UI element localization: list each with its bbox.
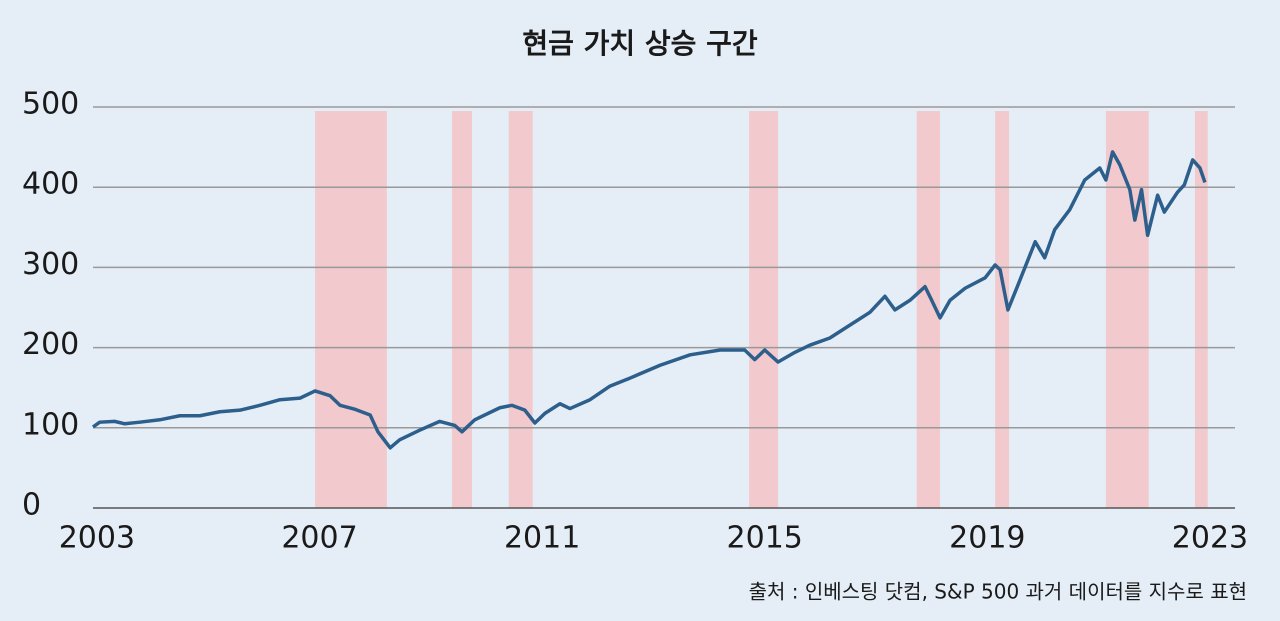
source-note: 출처 : 인베스팅 닷컴, S&P 500 과거 데이터를 지수로 표현 bbox=[749, 580, 1247, 604]
shaded-period bbox=[315, 111, 387, 508]
y-tick-label: 300 bbox=[22, 247, 79, 282]
chart-title: 현금 가치 상승 구간 bbox=[522, 27, 758, 60]
y-tick-label: 0 bbox=[22, 488, 41, 523]
y-tick-label: 200 bbox=[22, 327, 79, 362]
x-tick-label: 2015 bbox=[727, 521, 803, 556]
x-tick-label: 2019 bbox=[949, 521, 1025, 556]
shaded-period bbox=[451, 111, 472, 508]
series-line bbox=[91, 150, 1207, 450]
x-tick-label: 2011 bbox=[504, 521, 580, 556]
shaded-period bbox=[916, 111, 941, 508]
shaded-period bbox=[1194, 111, 1208, 508]
y-tick-label: 100 bbox=[22, 407, 79, 442]
shaded-period bbox=[508, 111, 533, 508]
y-tick-label: 400 bbox=[22, 167, 79, 202]
shaded-period bbox=[1105, 111, 1149, 508]
shaded-period bbox=[749, 111, 779, 508]
x-tick-label: 2007 bbox=[281, 521, 357, 556]
x-tick-label: 2023 bbox=[1172, 521, 1248, 556]
shaded-period bbox=[995, 111, 1010, 508]
y-tick-label: 500 bbox=[22, 87, 79, 122]
x-tick-label: 2003 bbox=[59, 521, 135, 556]
